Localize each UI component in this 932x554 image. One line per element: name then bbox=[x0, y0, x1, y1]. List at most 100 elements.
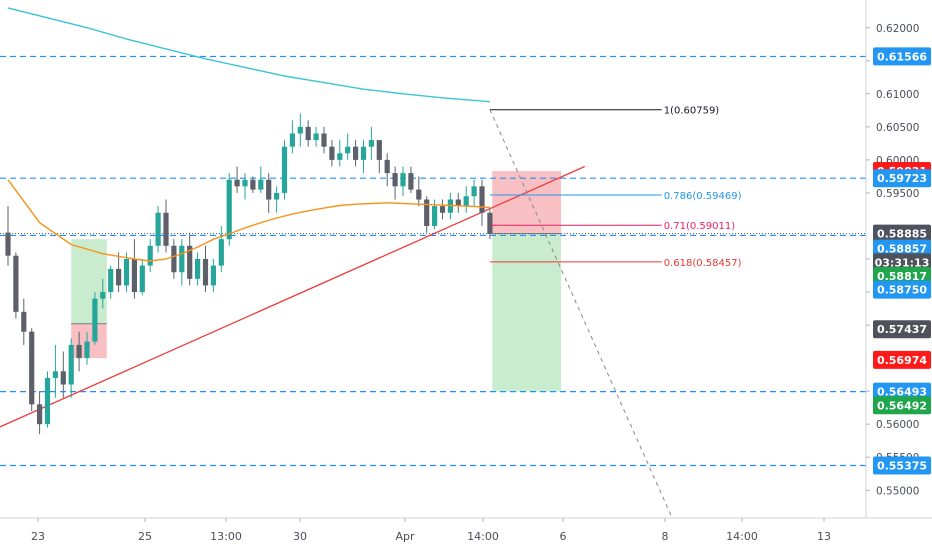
price-tick-label: 0.60500 bbox=[876, 122, 919, 134]
candle-body bbox=[297, 126, 303, 134]
time-tick-label: 23 bbox=[31, 530, 45, 543]
price-label-box bbox=[873, 266, 931, 285]
candle-body bbox=[84, 341, 90, 359]
candle-body bbox=[5, 232, 11, 256]
candle-body bbox=[289, 133, 295, 147]
price-label-box bbox=[873, 253, 931, 272]
candle-body bbox=[13, 255, 19, 312]
price-label-text: 0.58750 bbox=[877, 284, 927, 297]
candle-body bbox=[392, 173, 398, 187]
candle-body bbox=[210, 265, 216, 286]
time-tick-label: 13:00 bbox=[210, 530, 242, 543]
candle-body bbox=[432, 206, 438, 226]
price-label-box bbox=[873, 239, 931, 258]
candle-body bbox=[202, 259, 209, 286]
candle-body bbox=[131, 259, 137, 293]
candle-body bbox=[163, 212, 169, 246]
fib-level-label: 0.618(0.58457) bbox=[664, 258, 742, 269]
candle-body bbox=[424, 199, 430, 226]
price-label-text: 0.56492 bbox=[877, 399, 927, 412]
fast-moving-average bbox=[7, 179, 490, 262]
candle-body bbox=[226, 179, 232, 240]
time-tick-label: 30 bbox=[293, 530, 307, 543]
candle-body bbox=[455, 199, 461, 207]
candle-body bbox=[147, 245, 153, 266]
fib-level-label: 1(0.60759) bbox=[664, 106, 720, 117]
candle-body bbox=[353, 146, 359, 160]
candle-body bbox=[368, 140, 374, 147]
time-tick-label: 6 bbox=[560, 530, 567, 543]
candle-body bbox=[400, 173, 406, 187]
price-label-text: 0.58885 bbox=[877, 228, 927, 241]
fib-trend-diagonal bbox=[489, 109, 673, 517]
candle-body bbox=[439, 206, 446, 213]
candle-body bbox=[274, 192, 280, 200]
fibonacci-retracement[interactable]: 1(0.60759) 0.786(0.59469) 0.71(0.59011) 0.6… bbox=[489, 106, 742, 517]
candle-body bbox=[155, 212, 161, 246]
time-tick-label: 8 bbox=[662, 530, 669, 543]
candle-body bbox=[218, 239, 224, 266]
time-tick-label: Apr bbox=[395, 530, 415, 543]
target-zone bbox=[71, 239, 107, 324]
candle-body bbox=[29, 331, 35, 405]
price-label-box bbox=[873, 382, 931, 401]
price-label-box bbox=[873, 456, 931, 475]
candle-body bbox=[479, 186, 485, 213]
stop-zone bbox=[492, 171, 561, 234]
price-tick-label: 0.56000 bbox=[876, 419, 919, 431]
candle-body bbox=[337, 153, 343, 160]
candle-body bbox=[281, 146, 288, 193]
candle-body bbox=[360, 146, 367, 160]
candle-body bbox=[68, 344, 74, 385]
moving-averages bbox=[7, 7, 490, 262]
candle-body bbox=[471, 186, 477, 197]
time-tick-label: 14:00 bbox=[467, 530, 499, 543]
candle-body bbox=[329, 146, 335, 160]
candle-body bbox=[266, 179, 272, 200]
price-scale-labels: 0.615660.598310.597230.588850.5885703:31… bbox=[873, 47, 931, 475]
candle-body bbox=[258, 179, 264, 190]
candle-body bbox=[60, 371, 66, 385]
candle-body bbox=[139, 265, 145, 293]
time-tick-label: 13 bbox=[817, 530, 831, 543]
candle-body bbox=[116, 268, 122, 286]
price-label-box bbox=[873, 169, 931, 188]
price-label-text: 0.61566 bbox=[877, 50, 927, 63]
candle-body bbox=[408, 173, 414, 190]
candle-body bbox=[376, 140, 382, 160]
price-tick-label: 0.55000 bbox=[876, 485, 919, 497]
price-label-text: 0.56493 bbox=[877, 386, 927, 399]
candle-body bbox=[195, 259, 201, 279]
candlestick-series bbox=[5, 113, 493, 435]
candle-body bbox=[37, 404, 43, 425]
price-label-box bbox=[873, 224, 931, 243]
price-label-text: 03:31:13 bbox=[875, 256, 930, 269]
candle-body bbox=[416, 189, 422, 200]
candle-body bbox=[234, 179, 240, 187]
price-label-box bbox=[873, 350, 931, 369]
price-label-text: 0.59723 bbox=[877, 172, 927, 185]
price-label-box bbox=[873, 47, 931, 66]
time-tick-label: 25 bbox=[138, 530, 152, 543]
price-label-box bbox=[873, 320, 931, 339]
candle-body bbox=[313, 133, 319, 141]
candle-body bbox=[179, 245, 185, 273]
candle-body bbox=[345, 146, 351, 154]
target-zone bbox=[492, 233, 561, 392]
price-label-text: 0.58857 bbox=[877, 243, 927, 256]
candle-body bbox=[321, 133, 327, 147]
price-label-box bbox=[873, 280, 931, 299]
price-tick-label: 0.61000 bbox=[876, 89, 919, 101]
candle-body bbox=[76, 344, 82, 359]
price-label-box bbox=[873, 396, 931, 415]
candle-body bbox=[487, 212, 493, 234]
candle-body bbox=[305, 126, 311, 141]
candle-body bbox=[52, 371, 58, 378]
price-tick-label: 0.62000 bbox=[876, 23, 919, 35]
candle-body bbox=[242, 179, 248, 187]
time-tick-label: 14:00 bbox=[726, 530, 758, 543]
price-label-text: 0.57437 bbox=[877, 323, 927, 336]
candle-body bbox=[21, 311, 27, 332]
